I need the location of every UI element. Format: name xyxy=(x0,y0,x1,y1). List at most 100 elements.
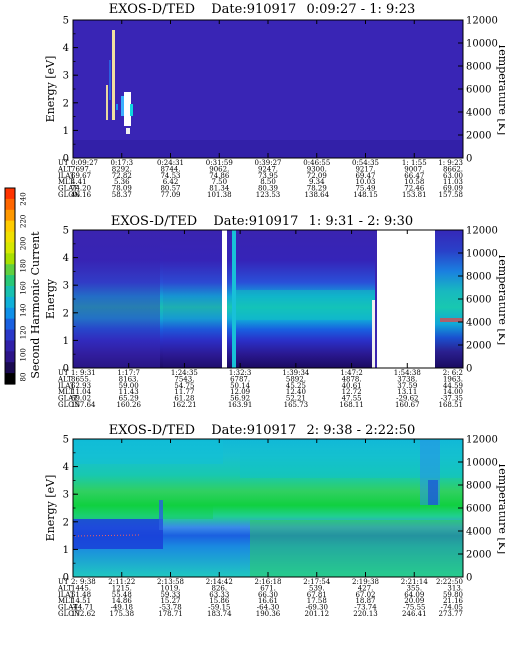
ephemeris-row-label: MLT xyxy=(58,178,74,186)
heatmap-data-gaps xyxy=(222,230,435,368)
ephemeris-cell: 80.39 xyxy=(258,185,278,193)
panel-title-time-range: 1: 9:31 - 2: 9:30 xyxy=(309,214,414,229)
colorbar-swatch xyxy=(5,296,15,309)
ephemeris-cell: 72.46 xyxy=(404,185,425,193)
ephemeris-cell: 1445. xyxy=(71,584,91,592)
ephemeris-cell: 74.20 xyxy=(71,185,91,193)
y-right-tick-label: 6000 xyxy=(466,85,491,96)
ephemeris-cell: 20.09 xyxy=(404,597,424,605)
ephemeris-cell: -69.30 xyxy=(306,604,328,612)
ephemeris-cell: 8655. xyxy=(71,375,91,383)
colorbar-tick-label: 80 xyxy=(20,373,28,382)
colorbar-swatch xyxy=(5,198,15,211)
y-tick-label: 4 xyxy=(63,253,69,264)
y-tick-label: 2 xyxy=(63,517,69,528)
heatmap-texture xyxy=(73,439,463,577)
y-right-tick-label: 12000 xyxy=(466,16,498,27)
ephemeris-cell: 163.91 xyxy=(228,401,253,409)
ephemeris-cell: 8662. xyxy=(443,165,463,173)
ephemeris-row-label: ILAT xyxy=(58,591,75,599)
y-tick-label: 1 xyxy=(63,336,69,347)
ephemeris-cell: 55.48 xyxy=(112,591,132,599)
ephemeris-cell: 5892. xyxy=(286,375,306,383)
ephemeris-cell: 671. xyxy=(260,584,276,592)
y-right-tick-label: 8000 xyxy=(466,272,491,283)
ephemeris-cell: 66.30 xyxy=(258,591,278,599)
y-right-tick-label: 8000 xyxy=(466,481,491,492)
ephemeris-cell: 4.41 xyxy=(71,178,87,186)
y-tick-label: 1 xyxy=(63,126,69,137)
ephemeris-cell: 62.93 xyxy=(71,382,91,390)
ephemeris-cell: 7.50 xyxy=(212,178,228,186)
ephemeris-cell: 37.59 xyxy=(397,382,417,390)
ephemeris-cell: 1: 1:55 xyxy=(402,159,427,167)
ephemeris-cell: 50.14 xyxy=(230,382,251,390)
ephemeris-cell: 59.80 xyxy=(443,591,463,599)
ephemeris-cell: 1: 9:31 xyxy=(71,369,96,377)
ephemeris-cell: 201.12 xyxy=(305,610,330,618)
colorbar-swatch xyxy=(5,351,15,363)
ephemeris-cell: 69.09 xyxy=(443,185,463,193)
ephemeris-cell: 13.11 xyxy=(397,388,417,396)
ephemeris-cell: 59.33 xyxy=(160,591,180,599)
colorbar-swatch xyxy=(5,286,15,298)
y-right-tick-label: 4000 xyxy=(466,318,491,329)
ephemeris-cell: 9062. xyxy=(209,165,229,173)
ephemeris-cell: 0:24:31 xyxy=(157,159,184,167)
ephemeris-cell: 72.09 xyxy=(307,172,327,180)
ephemeris-cell: 190.36 xyxy=(256,610,281,618)
ephemeris-cell: 157.58 xyxy=(439,191,464,199)
ephemeris-row-label: MLT xyxy=(58,597,74,605)
ephemeris-cell: 14.51 xyxy=(71,597,91,605)
ephemeris-cell: 78.29 xyxy=(307,185,327,193)
y-right-tick-label: 12000 xyxy=(466,435,498,446)
ephemeris-cell: 5.36 xyxy=(114,178,130,186)
y-right-tick-label: 8000 xyxy=(466,62,491,73)
ephemeris-row-label: UT xyxy=(58,159,69,167)
ephemeris-cell: 54.75 xyxy=(174,382,194,390)
ephemeris-cell: 58.37 xyxy=(112,191,132,199)
y-right-tick-label: 0 xyxy=(466,154,472,165)
ephemeris-cell: 63.00 xyxy=(443,172,463,180)
y-axis-right-label: Temperature [K] xyxy=(496,43,505,135)
y-right-tick-label: 10000 xyxy=(466,249,498,260)
ephemeris-cell: 8292. xyxy=(112,165,132,173)
ephemeris-cell: -29.62 xyxy=(396,395,418,403)
ephemeris-row-label: GLON xyxy=(58,610,80,618)
y-right-tick-label: 10000 xyxy=(466,458,498,469)
ephemeris-cell: -49.18 xyxy=(111,604,133,612)
ephemeris-cell: 1963. xyxy=(443,375,463,383)
ephemeris-cell: 14.86 xyxy=(112,597,133,605)
ephemeris-cell: 101.38 xyxy=(207,191,232,199)
ephemeris-row-label: UT xyxy=(58,578,69,586)
colorbar-swatch xyxy=(5,209,15,222)
spectrogram-panel-2: EXOS-D/TED Date:910917 1: 9:31 - 2: 9:30… xyxy=(44,214,505,409)
ephemeris-cell: 1:39:34 xyxy=(282,369,310,377)
heatmap-background xyxy=(73,20,463,158)
ephemeris-cell: 162.21 xyxy=(172,401,197,409)
ephemeris-cell: 2: 9:38 xyxy=(71,578,96,586)
y-right-tick-label: 2000 xyxy=(466,550,491,561)
ephemeris-cell: 2:22:50 xyxy=(436,578,463,586)
colorbar-tick-label: 120 xyxy=(20,326,28,339)
ephemeris-cell: 16.61 xyxy=(258,597,278,605)
ephemeris-cell: 7543. xyxy=(174,375,194,383)
panel-title-date: Date:910917 xyxy=(211,423,296,438)
panel-title-date: Date:910917 xyxy=(211,2,296,17)
y-right-tick-label: 0 xyxy=(466,573,472,584)
ephemeris-cell: 1:32:3 xyxy=(229,369,252,377)
colorbar-swatch xyxy=(5,220,15,233)
panel-title-date: Date:910917 xyxy=(213,214,298,229)
ephemeris-cell: 64.09 xyxy=(404,591,424,599)
ephemeris-row-label: ALT xyxy=(57,165,72,173)
ephemeris-cell: 355. xyxy=(407,584,423,592)
ephemeris-cell: 69.02 xyxy=(71,395,91,403)
ephemeris-cell: 3738. xyxy=(397,375,417,383)
ephemeris-cell: 2:14:42 xyxy=(206,578,233,586)
ephemeris-row-label: MLT xyxy=(58,388,74,396)
ephemeris-cell: 168.51 xyxy=(439,401,464,409)
ephemeris-cell: 15.86 xyxy=(209,597,230,605)
spectrogram-panel-1: EXOS-D/TED Date:910917 0:09:27 - 1: 9:23… xyxy=(44,2,505,199)
ephemeris-cell: 81.34 xyxy=(209,185,230,193)
y-axis-right-label: Temperature [K] xyxy=(496,462,505,554)
